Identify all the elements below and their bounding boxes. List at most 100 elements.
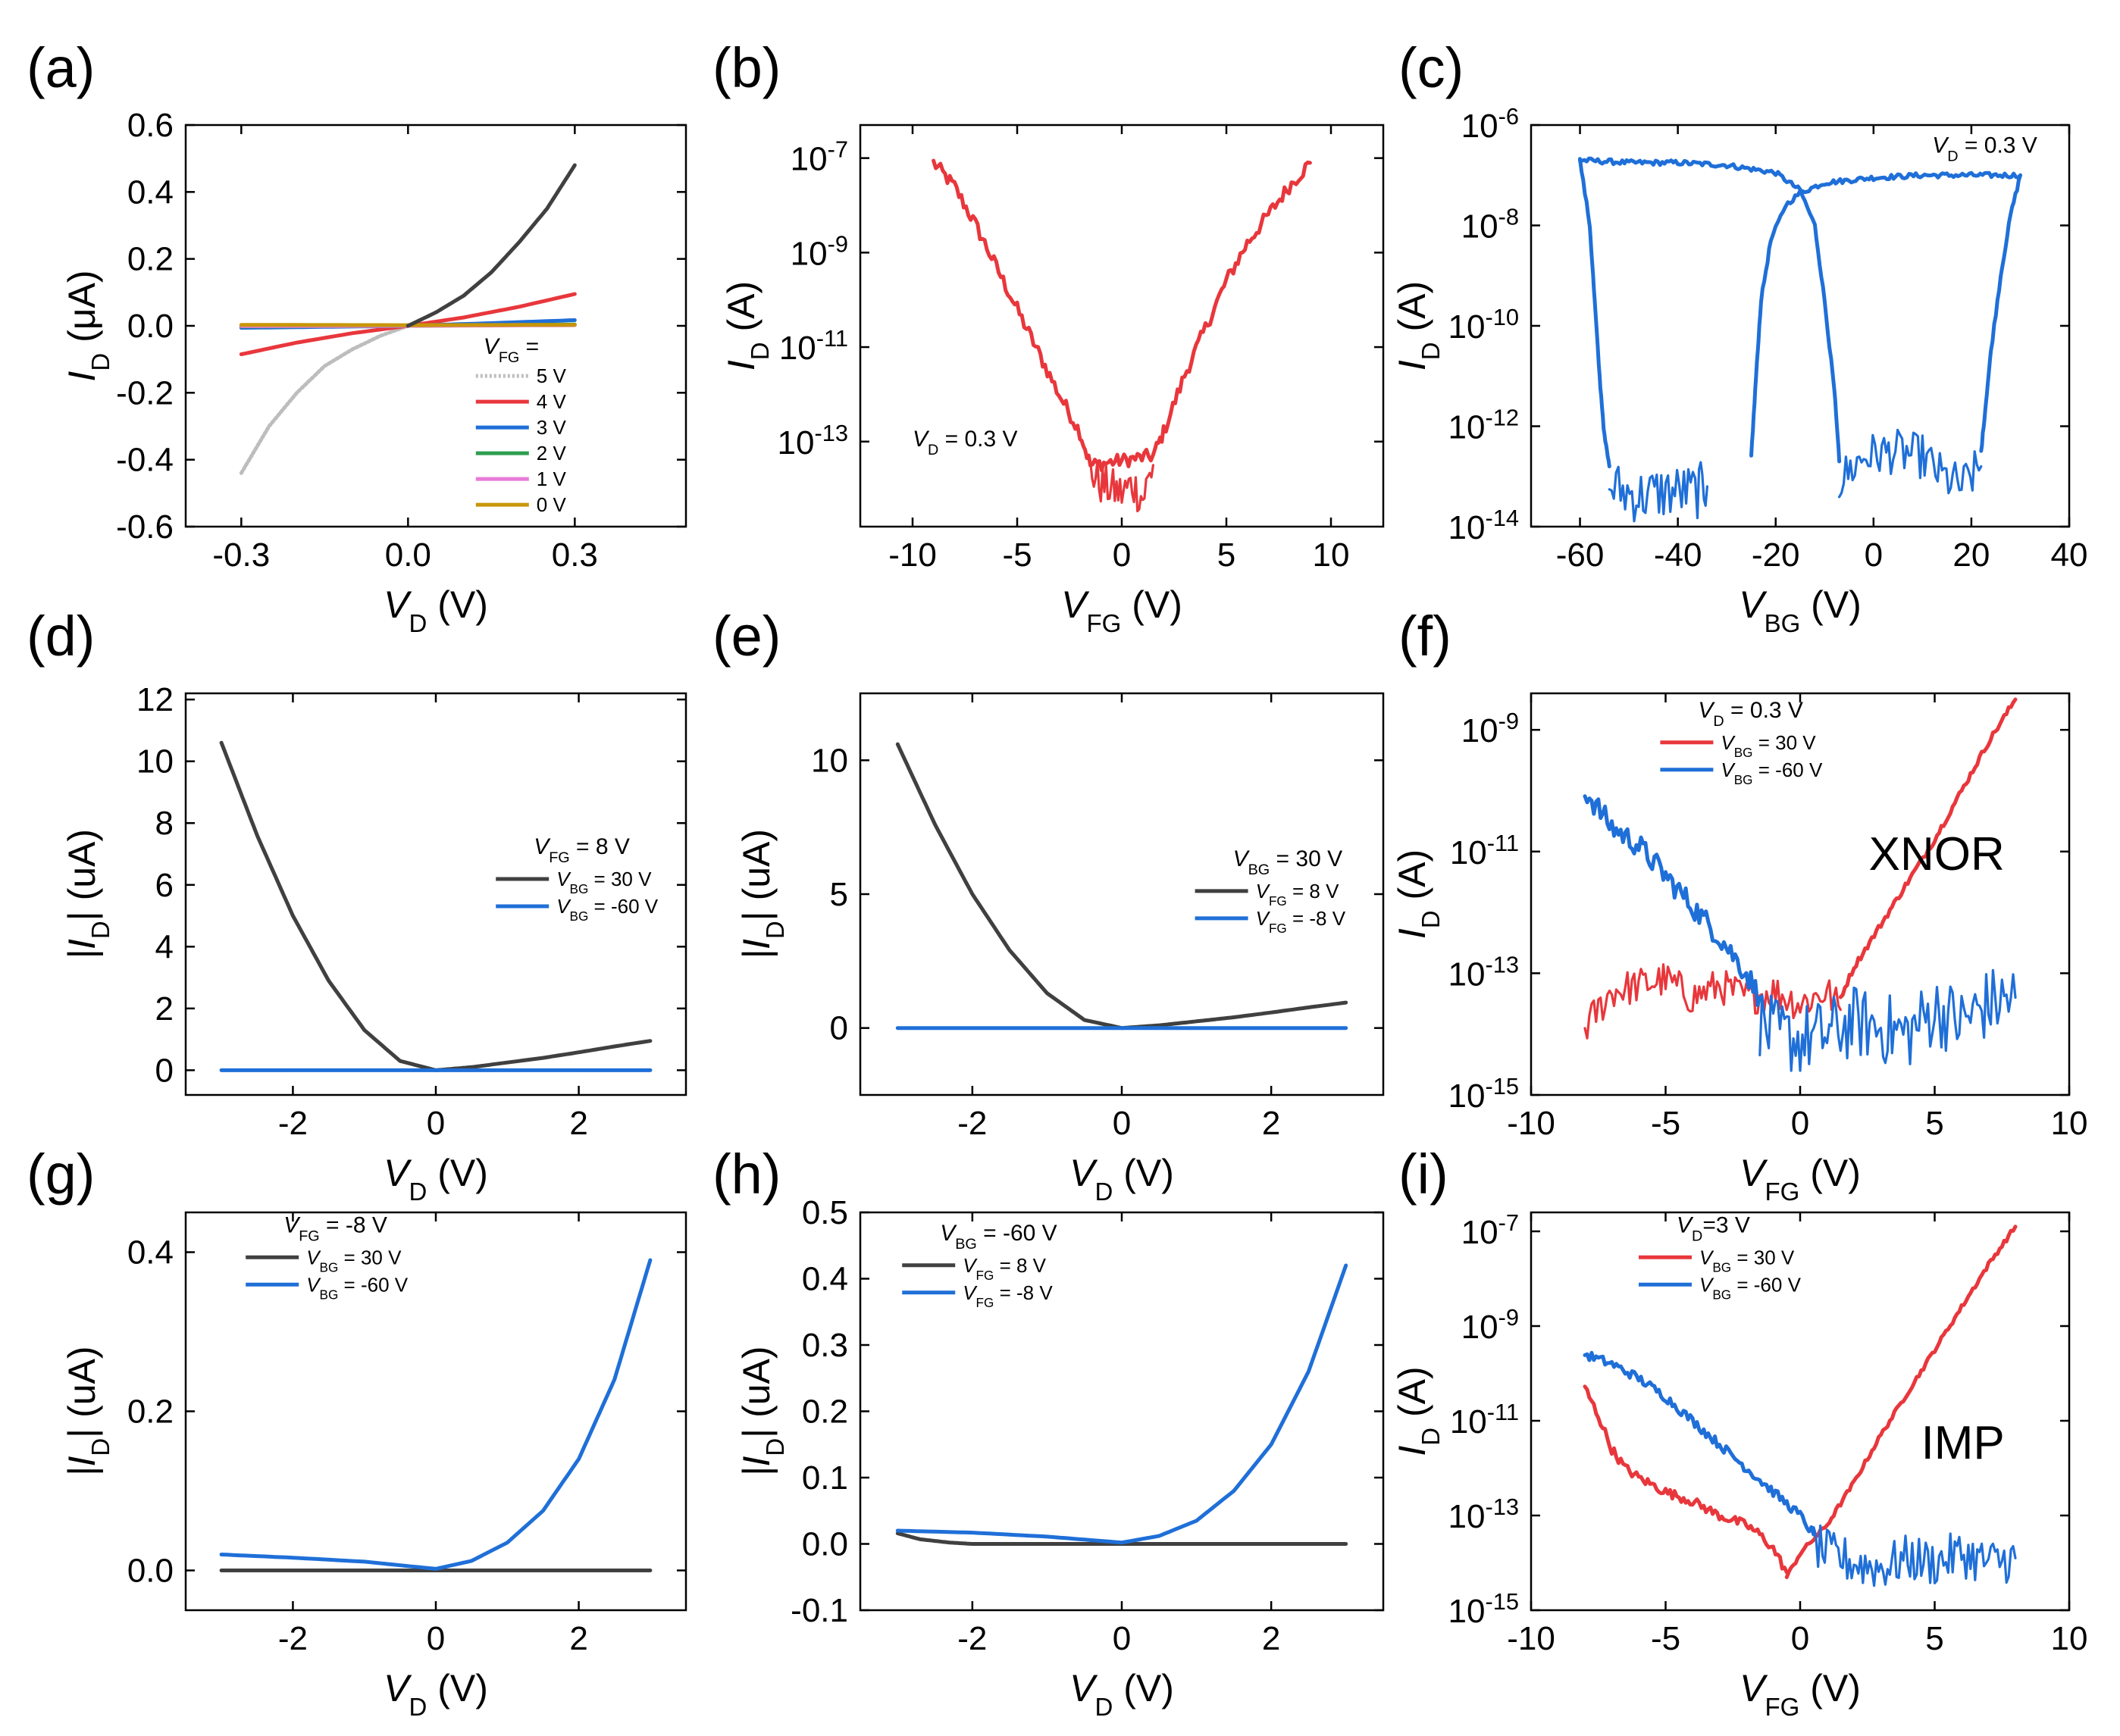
- x-tick-label: -10: [1507, 1105, 1555, 1142]
- legend-entry: VBG = 30 V: [1699, 1246, 1795, 1275]
- legend-entry: VFG = -8 V: [963, 1281, 1053, 1310]
- panel-i: (i) -10 -5 0 5 10 10-15 10-13 10-11 10-9 10-7 VFG (…: [1391, 1143, 2087, 1721]
- series-line: [1088, 460, 1155, 513]
- series-line: [895, 1263, 1348, 1545]
- y-tick-label: 0.6: [127, 107, 174, 144]
- panel-label: (h): [712, 1143, 781, 1206]
- panel-d: (d) -2 0 2 0 2 4 6 8 10 12 VD (V) |ID| (uA) VFG = 8 V…: [27, 605, 687, 1206]
- x-tick-label: 10: [1313, 536, 1350, 574]
- legend-title: VFG = -8 V: [283, 1212, 387, 1244]
- x-axis-label: VD (V): [1069, 1667, 1174, 1721]
- plot-frame: [859, 124, 1385, 528]
- legend-entry: VBG = -60 V: [556, 895, 659, 924]
- x-tick-label: -40: [1654, 536, 1702, 574]
- y-tick-label: -0.4: [116, 442, 174, 479]
- series-line: [1749, 170, 2022, 458]
- y-tick-label: 10-9: [1461, 1304, 1519, 1347]
- x-tick-label: 2: [1262, 1620, 1280, 1657]
- panel-label: (f): [1398, 605, 1451, 668]
- series-line: [1583, 1384, 1789, 1575]
- x-tick-label: 0: [427, 1105, 445, 1142]
- x-tick-label: 0: [1113, 1105, 1131, 1142]
- series-line: [1583, 963, 1842, 1040]
- x-tick-label: 10: [2051, 1105, 2088, 1142]
- panel-label: (c): [1398, 36, 1464, 99]
- x-axis-label: VBG (V): [1739, 583, 1862, 637]
- y-tick-label: 10: [136, 743, 174, 780]
- y-tick-label: 10-15: [1448, 1588, 1519, 1631]
- panel-g: (g) -2 0 2 0.0 0.2 0.4 VD (V) |ID| (uA) VFG = -8 …: [27, 1143, 687, 1721]
- series-line: [239, 324, 410, 475]
- series-line: [406, 163, 577, 328]
- x-tick-label: 2: [569, 1105, 587, 1142]
- y-tick-label: 10: [811, 742, 848, 779]
- x-tick-label: -2: [278, 1620, 308, 1657]
- legend-title: VD = 0.3 V: [1698, 698, 1803, 730]
- y-tick-label: 0.0: [127, 1553, 174, 1590]
- series-line: [219, 1258, 653, 1571]
- y-tick-label: 0.4: [127, 1234, 174, 1272]
- x-tick-label: 20: [1952, 536, 1990, 574]
- panel-a: (a) -0.3 0.0 0.3 -0.6 -0.4 -0.2 0.0 0.2 0.4 0.6 VD …: [27, 36, 687, 637]
- legend-title: VD=3 V: [1677, 1212, 1750, 1244]
- plot-frame: [184, 692, 687, 1096]
- x-tick-label: 5: [1217, 536, 1235, 574]
- y-tick-label: 10-13: [778, 419, 848, 461]
- x-tick-label: -2: [957, 1105, 987, 1142]
- annotation: IMP: [1921, 1417, 2005, 1469]
- x-tick-label: 0: [1113, 1620, 1131, 1657]
- series-line: [1608, 461, 1708, 523]
- y-tick-label: 10-12: [1448, 404, 1519, 446]
- x-tick-label: -5: [1002, 536, 1032, 574]
- panel-label: (d): [27, 605, 95, 668]
- y-tick-label: 0.2: [127, 241, 174, 278]
- series-line: [1583, 794, 1762, 1008]
- legend-entry: 1 V: [537, 468, 567, 490]
- y-tick-label: 10-13: [1448, 1494, 1519, 1536]
- legend-entry: VBG = 30 V: [1721, 731, 1816, 760]
- x-axis-label: VFG (V): [1061, 583, 1182, 637]
- y-tick-label: 10-9: [791, 230, 848, 273]
- series-line: [1812, 1524, 2017, 1587]
- legend-entry: 2 V: [537, 442, 567, 464]
- legend-entry: VFG = -8 V: [1256, 907, 1346, 936]
- panel-h: (h) -2 0 2 -0.1 0.0 0.1 0.2 0.3 0.4 0.5 VD (V) |ID| …: [712, 1143, 1385, 1721]
- x-tick-label: 0: [1865, 536, 1883, 574]
- panel-label: (e): [712, 605, 781, 668]
- plot-frame: [859, 1211, 1385, 1612]
- x-tick-label: 40: [2051, 536, 2088, 574]
- y-tick-label: 0.3: [802, 1327, 848, 1364]
- legend-entry: VFG = 8 V: [963, 1254, 1046, 1283]
- x-axis-label: VD (V): [1069, 1152, 1174, 1206]
- y-tick-label: 2: [155, 990, 174, 1028]
- y-tick-label: 0.1: [802, 1459, 848, 1497]
- x-tick-label: -10: [888, 536, 937, 574]
- y-tick-label: -0.2: [116, 374, 174, 411]
- y-tick-label: 10-10: [1448, 304, 1519, 346]
- plot-frame: [1530, 124, 2071, 528]
- y-axis-label: ID (A): [1391, 281, 1445, 371]
- x-tick-label: 2: [1262, 1105, 1280, 1142]
- series-line: [1784, 1225, 2018, 1579]
- x-tick-label: -0.3: [212, 536, 270, 574]
- y-axis-label: ID (A): [1391, 1366, 1445, 1456]
- y-tick-label: 10-13: [1448, 951, 1519, 993]
- panel-label: (a): [27, 36, 95, 99]
- panel-c: (c) -60 -40 -20 0 20 40 10-14 10-12 10-10 10-8 10-6…: [1391, 36, 2087, 637]
- legend-entry: VBG = 30 V: [306, 1246, 402, 1275]
- y-tick-label: 0.4: [802, 1261, 848, 1298]
- x-axis-label: VD (V): [384, 1152, 488, 1206]
- series-line: [1578, 156, 1842, 464]
- y-axis-label: ID (A): [1391, 849, 1445, 939]
- x-tick-label: 0.3: [552, 536, 598, 574]
- y-axis-label: ID (A): [720, 281, 774, 371]
- x-tick-label: 5: [1925, 1105, 1943, 1142]
- x-tick-label: -20: [1752, 536, 1800, 574]
- panel-f: (f) -10 -5 0 5 10 10-15 10-13 10-11 10-9 VFG (V) ID…: [1391, 605, 2087, 1206]
